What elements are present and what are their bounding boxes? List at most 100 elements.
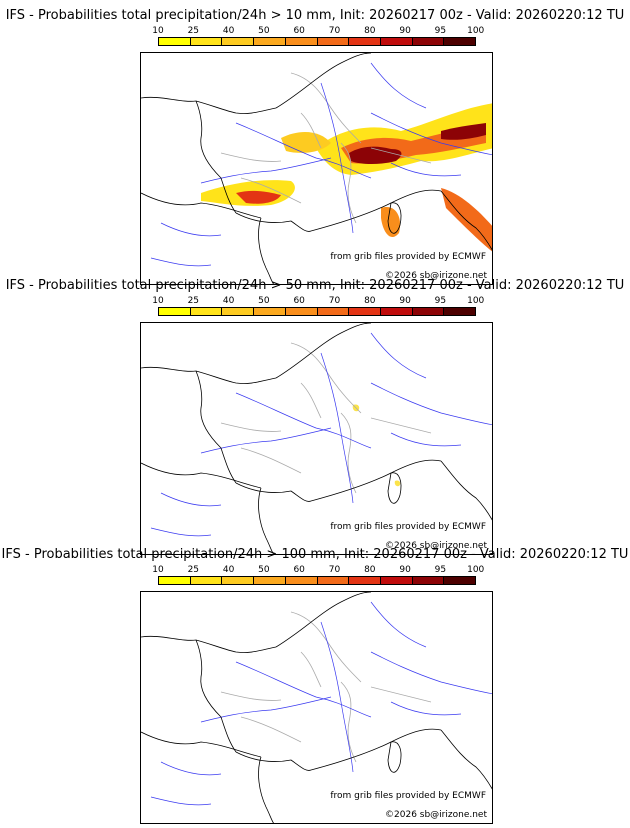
river <box>370 62 427 109</box>
colorbar-segment <box>285 308 318 315</box>
region-border <box>370 417 432 434</box>
colorbar-segment <box>159 308 191 315</box>
colorbar-tick-label: 70 <box>328 26 341 36</box>
region-border <box>240 716 302 743</box>
precip-area <box>441 123 486 140</box>
panel-title: IFS - Probabilities total precipitation/… <box>5 278 625 293</box>
river <box>390 162 462 177</box>
coastline <box>440 729 492 790</box>
region-border <box>300 382 322 419</box>
coastline <box>440 460 492 521</box>
coastline <box>195 100 237 214</box>
colorbar-tick-label: 25 <box>187 565 200 575</box>
colorbar-tick-label: 100 <box>467 296 485 306</box>
corsica-outline <box>387 202 402 234</box>
region-border <box>290 611 362 683</box>
river <box>160 761 222 776</box>
copyright-credit: ©2026 sb@irizone.net <box>384 541 488 551</box>
coastline <box>235 482 312 502</box>
coastline <box>235 212 312 232</box>
colorbar-tick-label: 90 <box>399 26 411 36</box>
coastline <box>195 370 237 484</box>
coastline <box>195 639 237 753</box>
coastline <box>141 635 277 653</box>
colorbar-tick-label: 50 <box>258 296 270 306</box>
coastline <box>141 192 262 219</box>
colorbar-tick-label: 70 <box>328 296 341 306</box>
colorbar-segment <box>317 38 350 45</box>
river <box>320 82 354 234</box>
colorbar-segment <box>254 308 286 315</box>
colorbar-segment <box>190 38 223 45</box>
colorbar-segment <box>412 577 445 584</box>
river <box>370 112 492 156</box>
precipitation-map: from grib files provided by ECMWF ©2026 … <box>140 322 493 555</box>
region-border <box>340 142 357 224</box>
colorbar-tick-label: 80 <box>364 296 376 306</box>
colorbar-segment <box>222 38 255 45</box>
region-border <box>240 447 302 474</box>
coastline <box>141 731 262 758</box>
region-border <box>370 147 432 164</box>
colorbar <box>158 307 476 316</box>
river <box>200 427 332 454</box>
region-border <box>340 681 357 763</box>
colorbar-segment <box>222 308 255 315</box>
corsica-outline <box>387 741 402 773</box>
panel-title: IFS - Probabilities total precipitation/… <box>1 547 629 562</box>
coastline <box>310 459 442 502</box>
map-svg <box>141 323 492 554</box>
colorbar-tick-label: 90 <box>399 565 411 575</box>
colorbar-segment <box>380 308 413 315</box>
region-border <box>340 412 357 494</box>
coastline <box>310 728 442 771</box>
colorbar-segment <box>349 38 381 45</box>
coastline <box>141 96 277 114</box>
colorbar-segment <box>285 38 318 45</box>
river <box>150 257 212 267</box>
colorbar-tick-label: 40 <box>222 565 235 575</box>
coastline <box>310 189 442 232</box>
region-border <box>290 342 362 414</box>
colorbar-segment <box>159 577 191 584</box>
colorbar-tick-label: 50 <box>258 26 270 36</box>
coastline <box>141 366 277 384</box>
coastline <box>275 53 372 109</box>
coastline <box>258 487 274 554</box>
river <box>160 222 222 237</box>
colorbar-segment <box>190 308 223 315</box>
forecast-panel-50mm: IFS - Probabilities total precipitation/… <box>0 278 630 555</box>
colorbar-tick-label: 100 <box>467 565 485 575</box>
map-svg <box>141 53 492 284</box>
map-svg <box>141 592 492 823</box>
river <box>370 651 492 695</box>
colorbar-tick-label: 95 <box>434 26 447 36</box>
forecast-panel-10mm: IFS - Probabilities total precipitation/… <box>0 8 630 285</box>
region-border <box>240 177 302 204</box>
river <box>150 527 212 537</box>
region-border <box>220 422 282 432</box>
colorbar-segment <box>254 38 286 45</box>
colorbar-tick-label: 40 <box>222 296 235 306</box>
data-credit: from grib files provided by ECMWF <box>329 252 487 262</box>
coastline <box>275 323 372 379</box>
river <box>235 392 372 449</box>
colorbar-segment <box>285 577 318 584</box>
river <box>370 382 492 426</box>
colorbar-segment <box>349 308 381 315</box>
colorbar-segment <box>380 38 413 45</box>
precipitation-map: from grib files provided by ECMWF ©2026 … <box>140 52 493 285</box>
colorbar-segment <box>317 577 350 584</box>
precip-area <box>394 480 401 487</box>
river <box>390 701 462 716</box>
colorbar-segment <box>254 577 286 584</box>
colorbar-segment <box>444 577 476 584</box>
colorbar-tick-label: 95 <box>434 296 447 306</box>
precip-area <box>349 146 402 164</box>
colorbar-segment <box>190 577 223 584</box>
river <box>370 601 427 648</box>
region-border <box>220 691 282 701</box>
colorbar-tick-label: 10 <box>152 565 164 575</box>
coastline <box>440 190 492 251</box>
colorbar-tick-label: 10 <box>152 296 164 306</box>
